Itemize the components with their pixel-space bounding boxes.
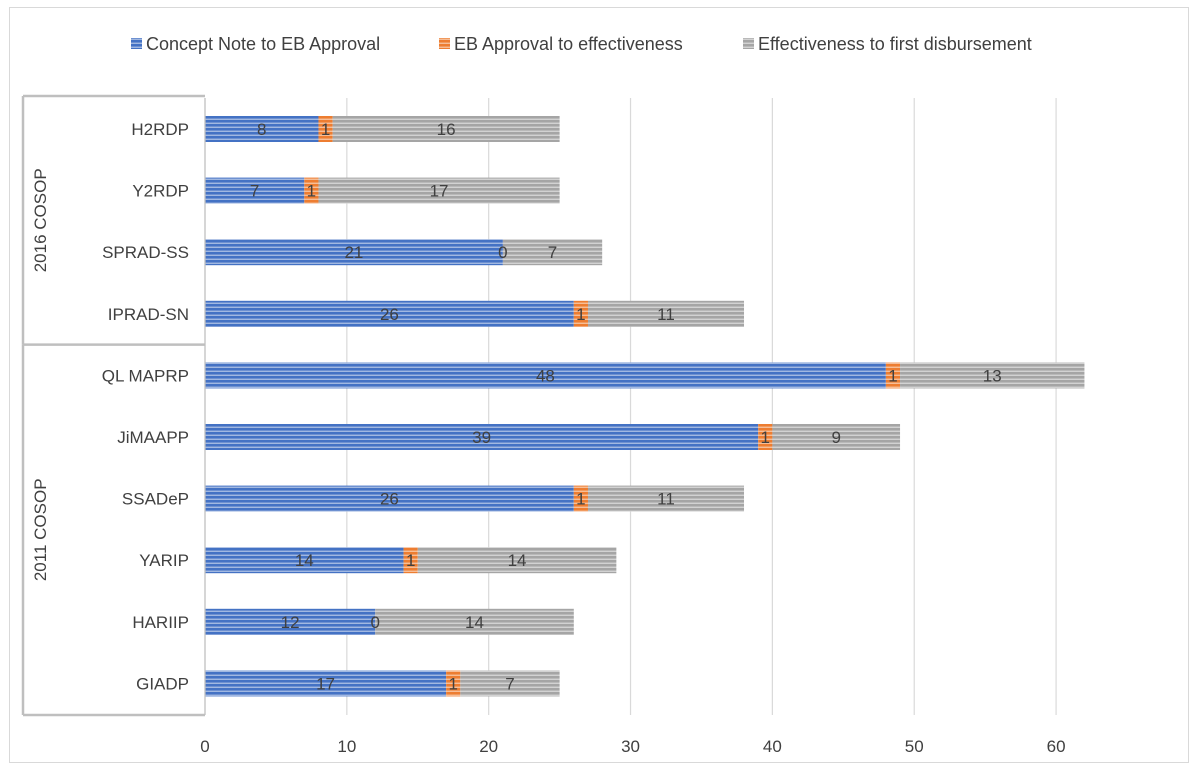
bar-hariip-concept-note-to-eb-approval: [205, 608, 376, 635]
data-label-ql-maprp-eb-approval-to-effectiveness: 1: [888, 366, 897, 385]
bar-h2rdp-concept-note-to-eb-approval: [205, 116, 319, 142]
data-label-giadp-effectiveness-to-first-disbursement: 7: [505, 674, 514, 693]
data-label-sprad-ss-effectiveness-to-first-disbursement: 7: [548, 243, 557, 262]
category-label-giadp: GIADP: [136, 674, 189, 693]
data-label-y2rdp-eb-approval-to-effectiveness: 1: [307, 182, 316, 201]
bar-yarip-concept-note-to-eb-approval: [205, 547, 404, 574]
data-label-iprad-sn-concept-note-to-eb-approval: 26: [380, 305, 399, 324]
x-tick-label-0: 0: [200, 737, 209, 756]
bar-giadp-eb-approval-to-effectiveness: [446, 670, 461, 697]
bar-iprad-sn-eb-approval-to-effectiveness: [573, 300, 588, 327]
legend-label-effectiveness-to-first-disbursement: Effectiveness to first disbursement: [758, 34, 1032, 54]
bar-ssadep-eb-approval-to-effectiveness: [573, 485, 588, 512]
x-tick-label-60: 60: [1047, 737, 1066, 756]
bar-jimaapp-eb-approval-to-effectiveness: [758, 424, 773, 450]
data-label-sprad-ss-eb-approval-to-effectiveness: 0: [498, 243, 507, 262]
bar-giadp-effectiveness-to-first-disbursement: [460, 670, 560, 697]
data-label-hariip-eb-approval-to-effectiveness: 0: [370, 613, 379, 632]
data-label-ql-maprp-concept-note-to-eb-approval: 48: [536, 366, 555, 385]
data-label-h2rdp-concept-note-to-eb-approval: 8: [257, 120, 266, 139]
legend-label-concept-note-to-eb-approval: Concept Note to EB Approval: [146, 34, 380, 54]
data-label-giadp-eb-approval-to-effectiveness: 1: [448, 674, 457, 693]
category-label-iprad-sn: IPRAD-SN: [108, 305, 189, 324]
data-label-ssadep-concept-note-to-eb-approval: 26: [380, 490, 399, 509]
data-label-h2rdp-effectiveness-to-first-disbursement: 16: [437, 120, 456, 139]
data-label-yarip-concept-note-to-eb-approval: 14: [295, 551, 314, 570]
legend-label-eb-approval-to-effectiveness: EB Approval to effectiveness: [454, 34, 683, 54]
bars: [205, 116, 1085, 697]
legend-swatch-concept-note-to-eb-approval: [131, 38, 142, 49]
data-label-iprad-sn-eb-approval-to-effectiveness: 1: [576, 305, 585, 324]
bar-h2rdp-effectiveness-to-first-disbursement: [332, 116, 560, 142]
x-tick-label-50: 50: [905, 737, 924, 756]
category-label-y2rdp: Y2RDP: [132, 182, 189, 201]
bar-ql-maprp-eb-approval-to-effectiveness: [885, 362, 901, 389]
data-label-hariip-effectiveness-to-first-disbursement: 14: [465, 613, 484, 632]
bar-y2rdp-eb-approval-to-effectiveness: [304, 177, 319, 204]
data-label-yarip-eb-approval-to-effectiveness: 1: [406, 551, 415, 570]
axes: 0 10 20 30 40 50 60H2RDPY2RDPSPRAD-SSIPRAD-SNQ…: [102, 98, 1066, 756]
data-label-y2rdp-effectiveness-to-first-disbursement: 17: [430, 182, 449, 201]
legend: Concept Note to EB Approval EB Approval t…: [131, 34, 1032, 54]
category-label-hariip: HARIIP: [132, 613, 189, 632]
bar-hariip-effectiveness-to-first-disbursement: [375, 608, 574, 635]
bar-y2rdp-concept-note-to-eb-approval: [205, 177, 305, 204]
data-label-yarip-effectiveness-to-first-disbursement: 14: [508, 551, 527, 570]
bar-yarip-effectiveness-to-first-disbursement: [417, 547, 617, 574]
x-tick-label-30: 30: [621, 737, 640, 756]
legend-swatch-eb-approval-to-effectiveness: [439, 38, 450, 49]
group-label-2011-cosop: 2011 COSOP: [31, 478, 50, 581]
data-label-jimaapp-eb-approval-to-effectiveness: 1: [761, 428, 770, 447]
bar-ssadep-concept-note-to-eb-approval: [205, 485, 574, 512]
bar-sprad-ss-effectiveness-to-first-disbursement: [502, 239, 603, 266]
bar-jimaapp-effectiveness-to-first-disbursement: [772, 424, 901, 450]
data-label-jimaapp-effectiveness-to-first-disbursement: 9: [831, 428, 840, 447]
group-label-2016-cosop: 2016 COSOP: [31, 168, 50, 272]
category-label-ssadep: SSADeP: [122, 490, 189, 509]
data-label-y2rdp-concept-note-to-eb-approval: 7: [250, 182, 259, 201]
x-tick-label-40: 40: [763, 737, 782, 756]
bar-giadp-concept-note-to-eb-approval: [205, 670, 447, 697]
data-label-jimaapp-concept-note-to-eb-approval: 39: [472, 428, 491, 447]
category-group-brackets: 2016 COSOP 2011 COSOP: [21, 94, 205, 717]
bar-sprad-ss-concept-note-to-eb-approval: [205, 239, 503, 266]
category-label-yarip: YARIP: [139, 551, 189, 570]
bar-ssadep-effectiveness-to-first-disbursement: [587, 485, 745, 512]
data-label-giadp-concept-note-to-eb-approval: 17: [316, 674, 335, 693]
data-label-ssadep-effectiveness-to-first-disbursement: 11: [657, 490, 675, 509]
category-label-h2rdp: H2RDP: [131, 120, 189, 139]
category-label-sprad-ss: SPRAD-SS: [102, 243, 189, 262]
x-tick-label-10: 10: [337, 737, 356, 756]
data-label-ssadep-eb-approval-to-effectiveness: 1: [576, 490, 585, 509]
bar-iprad-sn-effectiveness-to-first-disbursement: [587, 300, 745, 327]
data-label-sprad-ss-concept-note-to-eb-approval: 21: [344, 243, 363, 262]
data-label-iprad-sn-effectiveness-to-first-disbursement: 11: [657, 305, 675, 324]
data-label-hariip-concept-note-to-eb-approval: 12: [281, 613, 300, 632]
bar-y2rdp-effectiveness-to-first-disbursement: [318, 177, 560, 204]
bar-yarip-eb-approval-to-effectiveness: [403, 547, 418, 574]
category-label-ql-maprp: QL MAPRP: [102, 366, 189, 385]
data-label-ql-maprp-effectiveness-to-first-disbursement: 13: [983, 366, 1002, 385]
legend-swatch-effectiveness-to-first-disbursement: [743, 38, 754, 49]
bar-jimaapp-concept-note-to-eb-approval: [205, 424, 759, 450]
category-label-jimaapp: JiMAAPP: [117, 428, 189, 447]
data-label-h2rdp-eb-approval-to-effectiveness: 1: [321, 120, 330, 139]
bar-ql-maprp-concept-note-to-eb-approval: [205, 362, 886, 389]
bar-iprad-sn-concept-note-to-eb-approval: [205, 300, 574, 327]
x-tick-label-20: 20: [479, 737, 498, 756]
bar-ql-maprp-effectiveness-to-first-disbursement: [900, 362, 1085, 389]
bar-h2rdp-eb-approval-to-effectiveness: [318, 116, 333, 142]
